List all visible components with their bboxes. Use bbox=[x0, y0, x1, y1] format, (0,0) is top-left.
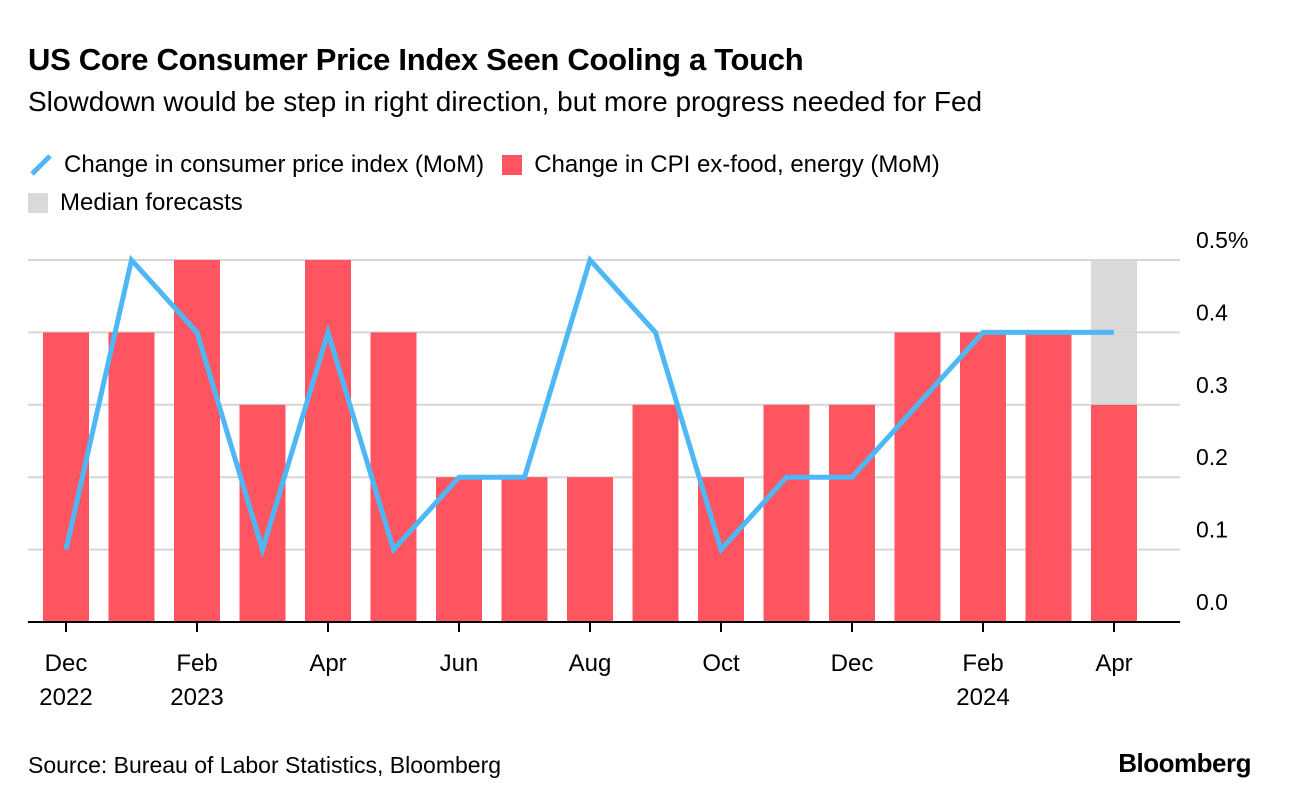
legend-item-core: Change in CPI ex-food, energy (MoM) bbox=[502, 151, 940, 179]
x-tick-label: Apr bbox=[309, 650, 346, 677]
y-tick-label: 0.0 bbox=[1196, 589, 1228, 615]
x-tick-label: Oct bbox=[702, 650, 740, 677]
bar bbox=[239, 404, 286, 622]
x-tick-year-label: 2024 bbox=[956, 684, 1009, 711]
legend-label: Change in CPI ex-food, energy (MoM) bbox=[534, 151, 940, 178]
bar bbox=[501, 477, 548, 622]
y-tick-label: 0.4 bbox=[1196, 299, 1228, 325]
bar bbox=[436, 477, 482, 622]
chart-title: US Core Consumer Price Index Seen Coolin… bbox=[28, 42, 804, 77]
x-tick-label: Dec bbox=[45, 650, 88, 677]
bloomberg-logo: Bloomberg bbox=[1118, 748, 1251, 778]
x-tick-year-label: 2023 bbox=[170, 684, 223, 711]
legend-item-forecast: Median forecasts bbox=[28, 189, 243, 217]
legend-item-cpi: Change in consumer price index (MoM) bbox=[28, 151, 484, 179]
chart-subtitle: Slowdown would be step in right directio… bbox=[28, 86, 983, 117]
cpi-line bbox=[63, 254, 1114, 559]
legend-label: Change in consumer price index (MoM) bbox=[64, 151, 485, 178]
x-tick-label: Feb bbox=[962, 650, 1003, 677]
bar bbox=[174, 260, 220, 622]
bar bbox=[763, 404, 810, 622]
bar bbox=[960, 332, 1006, 622]
y-tick-label: 0.3 bbox=[1196, 372, 1228, 398]
x-tick-label: Jun bbox=[440, 650, 479, 677]
bar bbox=[829, 404, 875, 622]
bar bbox=[632, 404, 679, 622]
x-tick-year-label: 2022 bbox=[39, 684, 92, 711]
x-tick-label: Aug bbox=[569, 650, 612, 677]
bar-swatch-icon bbox=[502, 155, 523, 175]
bar bbox=[1025, 332, 1072, 622]
bar bbox=[894, 332, 941, 622]
x-tick-label: Apr bbox=[1095, 650, 1132, 677]
legend-label: Median forecasts bbox=[60, 189, 243, 216]
x-tick-label: Feb bbox=[176, 650, 217, 677]
source-note: Source: Bureau of Labor Statistics, Bloo… bbox=[28, 752, 502, 778]
line-swatch-icon bbox=[30, 154, 52, 176]
bar bbox=[567, 477, 613, 622]
bar bbox=[370, 332, 417, 622]
bar bbox=[108, 332, 155, 622]
x-tick-label: Dec bbox=[831, 650, 874, 677]
y-tick-label: 0.2 bbox=[1196, 444, 1228, 470]
y-tick-label: 0.5% bbox=[1196, 227, 1248, 253]
y-tick-label: 0.1 bbox=[1196, 517, 1228, 543]
legend: Change in consumer price index (MoM) Cha… bbox=[28, 146, 958, 222]
bar bbox=[1091, 404, 1137, 622]
shade-swatch-icon bbox=[28, 193, 48, 213]
bar bbox=[305, 260, 351, 622]
